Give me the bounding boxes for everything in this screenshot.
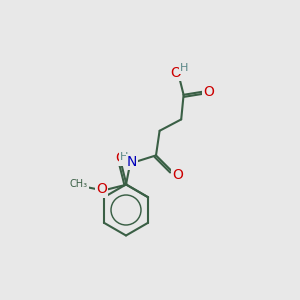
- Text: O: O: [172, 168, 183, 182]
- Text: O: O: [116, 151, 127, 165]
- Text: O: O: [170, 66, 181, 80]
- Text: O: O: [96, 182, 107, 197]
- Text: H: H: [120, 152, 128, 162]
- Text: H: H: [180, 63, 188, 73]
- Text: CH₃: CH₃: [70, 179, 88, 189]
- Text: O: O: [203, 85, 214, 99]
- Text: N: N: [127, 155, 137, 169]
